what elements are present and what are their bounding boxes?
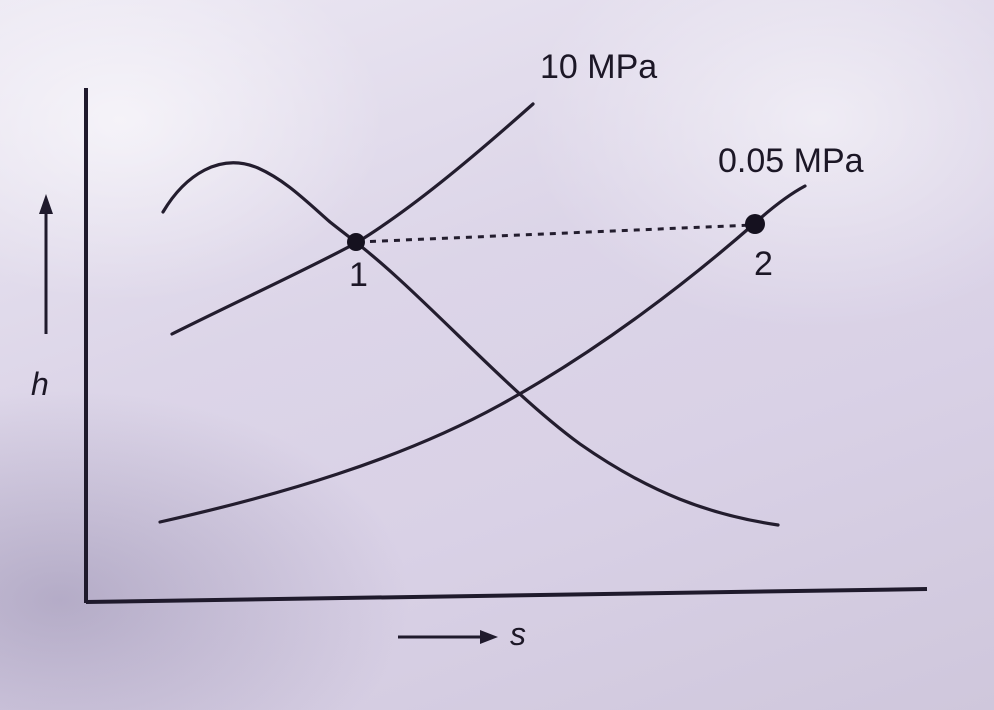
state-point-1 — [347, 233, 365, 251]
saturation-curve — [161, 161, 780, 527]
isobar-10mpa — [170, 102, 535, 336]
label-point-1: 1 — [349, 256, 368, 294]
label-005mpa: 0.05 MPa — [718, 142, 864, 180]
process-line-1-2 — [357, 223, 753, 244]
x-axis-label: s — [510, 616, 526, 652]
y-axis-arrowhead — [39, 194, 53, 214]
y-axis-label: h — [31, 366, 49, 402]
x-axis — [85, 587, 928, 604]
label-10mpa: 10 MPa — [540, 48, 657, 86]
state-point-2 — [745, 214, 765, 234]
label-point-2: 2 — [754, 245, 773, 283]
x-axis-arrowhead — [480, 630, 498, 644]
